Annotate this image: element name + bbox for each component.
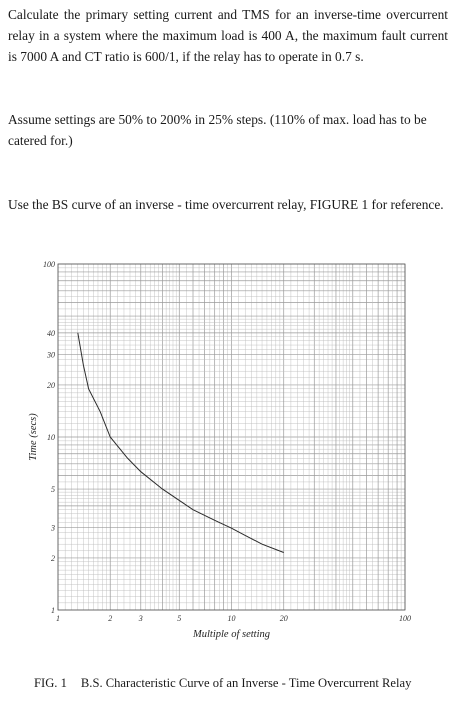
y-tick-label: 20 — [47, 381, 55, 390]
assumption-paragraph: Assume settings are 50% to 200% in 25% s… — [8, 112, 427, 148]
y-tick-label: 5 — [51, 485, 55, 494]
y-tick-label: 3 — [50, 523, 55, 532]
plot-frame — [57, 263, 406, 611]
figure-caption: FIG. 1 B.S. Characteristic Curve of an In… — [34, 676, 411, 691]
characteristic-curve — [77, 332, 284, 553]
reference-paragraph: Use the BS curve of an inverse - time ov… — [8, 197, 444, 212]
caption-text: B.S. Characteristic Curve of an Inverse … — [80, 676, 412, 690]
x-axis-label: Multiple of setting — [192, 629, 270, 640]
x-tick-label: 2 — [108, 614, 112, 623]
caption-number: FIG. 1 — [34, 676, 67, 690]
y-tick-label: 40 — [47, 329, 55, 338]
inverse-time-curve-chart: 1 2 3 5 10 20 100 1 2 3 5 10 20 30 40 100 Multiple of … — [28, 260, 411, 640]
y-tick-label: 30 — [46, 350, 55, 359]
y-axis-label: Time (secs) — [28, 413, 39, 461]
y-tick-label: 100 — [43, 260, 55, 269]
x-tick-label: 100 — [399, 614, 411, 623]
x-tick-label: 20 — [280, 614, 288, 623]
x-tick-label: 3 — [138, 614, 143, 623]
x-tick-label: 10 — [228, 614, 236, 623]
x-tick-label: 1 — [56, 614, 60, 623]
y-tick-label: 10 — [47, 433, 55, 442]
question-paragraph: Calculate the primary setting current an… — [8, 7, 448, 64]
x-tick-label: 5 — [177, 614, 181, 623]
x-tick-labels: 1 2 3 5 10 20 100 — [56, 614, 411, 623]
y-tick-labels: 1 2 3 5 10 20 30 40 100 — [43, 260, 55, 615]
y-tick-label: 2 — [51, 554, 55, 563]
y-tick-label: 1 — [51, 606, 55, 615]
